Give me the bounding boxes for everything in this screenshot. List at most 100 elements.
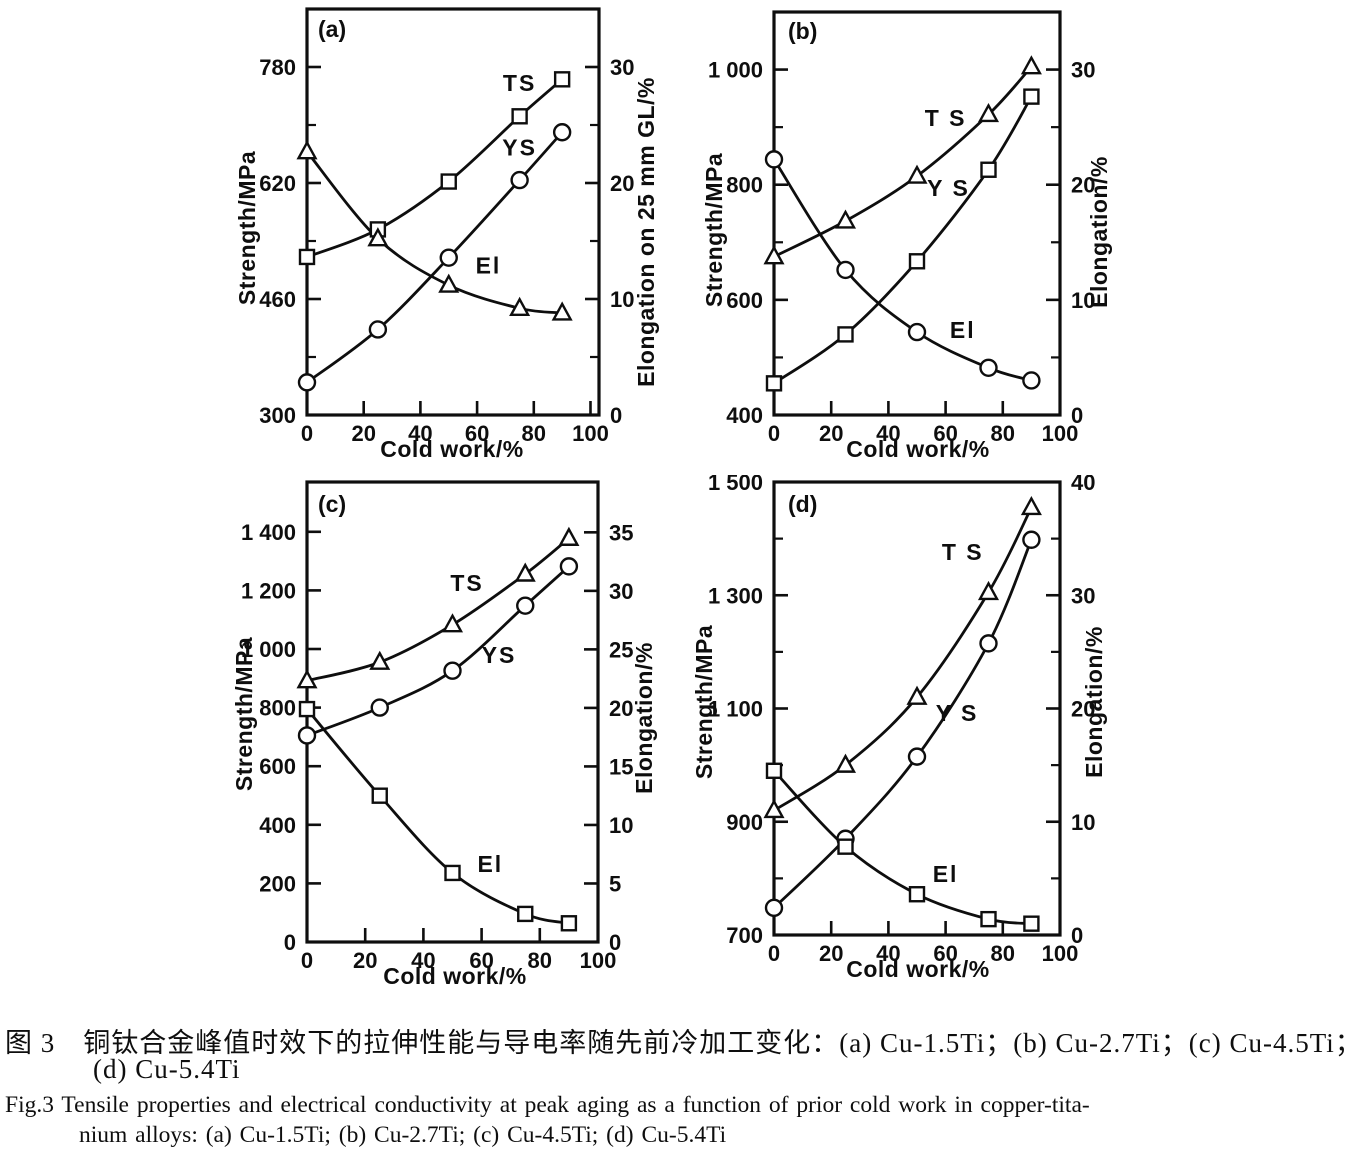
ts-marker bbox=[514, 562, 536, 582]
left-axis-title: Strength/MPa bbox=[701, 153, 727, 307]
ts-marker bbox=[298, 248, 316, 266]
right-tick-label: 10 bbox=[1071, 810, 1095, 835]
left-tick-label: 620 bbox=[259, 171, 296, 196]
ys-marker bbox=[559, 557, 579, 576]
ys-marker bbox=[979, 634, 998, 653]
right-tick-label: 0 bbox=[1071, 923, 1083, 948]
right-tick-label: 30 bbox=[1071, 58, 1095, 83]
el-series-label: El bbox=[476, 252, 502, 278]
ys-marker bbox=[765, 375, 783, 392]
el-series-label: El bbox=[477, 851, 503, 877]
x-tick-label: 100 bbox=[1042, 941, 1079, 966]
x-tick-label: 0 bbox=[301, 948, 313, 973]
caption-zh-line1: 图 3 铜钛合金峰值时效下的拉伸性能与导电率随先前冷加工变化：(a) Cu-1.… bbox=[5, 1028, 1363, 1058]
x-tick-label: 0 bbox=[768, 421, 780, 446]
left-tick-label: 1 000 bbox=[241, 637, 296, 662]
panel-letter: (b) bbox=[788, 18, 817, 44]
x-axis-title: Cold work/% bbox=[846, 956, 990, 982]
caption-en-line2: nium alloys: (a) Cu-1.5Ti; (b) Cu-2.7Ti;… bbox=[79, 1122, 727, 1148]
left-tick-label: 600 bbox=[259, 754, 296, 779]
x-tick-label: 0 bbox=[768, 941, 780, 966]
ys-marker bbox=[552, 123, 572, 142]
ts-marker bbox=[296, 669, 318, 689]
x-tick-label: 40 bbox=[411, 948, 435, 973]
left-tick-label: 1 200 bbox=[241, 578, 296, 603]
ts-marker bbox=[511, 108, 528, 125]
ts-marker bbox=[834, 209, 857, 229]
x-tick-label: 100 bbox=[1042, 421, 1079, 446]
right-axis-title: Elongation/% bbox=[631, 642, 657, 794]
ts-marker bbox=[906, 164, 928, 184]
ys-marker bbox=[516, 596, 535, 615]
left-axis-title: Strength/MPa bbox=[234, 151, 260, 305]
el-marker bbox=[907, 322, 927, 342]
ys-marker bbox=[439, 248, 458, 267]
left-tick-label: 1 000 bbox=[708, 58, 763, 83]
left-tick-label: 1 100 bbox=[708, 697, 763, 722]
ts-marker bbox=[834, 753, 857, 773]
ys-curve bbox=[773, 95, 1033, 385]
ys-series-label: YS bbox=[482, 642, 517, 668]
ys-marker bbox=[980, 161, 997, 178]
x-tick-label: 60 bbox=[469, 948, 493, 973]
left-tick-label: 200 bbox=[259, 871, 296, 896]
left-tick-label: 400 bbox=[259, 813, 296, 838]
x-tick-label: 80 bbox=[522, 421, 546, 446]
ts-marker bbox=[906, 685, 928, 705]
el-marker bbox=[551, 301, 573, 321]
ys-marker bbox=[837, 326, 854, 343]
el-marker bbox=[837, 838, 854, 855]
left-axis-title: Strength/MPa bbox=[231, 637, 257, 791]
x-tick-label: 100 bbox=[572, 421, 609, 446]
x-tick-label: 40 bbox=[408, 421, 432, 446]
left-tick-label: 600 bbox=[726, 288, 763, 313]
x-tick-label: 20 bbox=[819, 941, 843, 966]
el-marker bbox=[979, 358, 998, 377]
ys-marker bbox=[443, 661, 462, 680]
ts-marker bbox=[763, 798, 785, 819]
right-tick-label: 20 bbox=[610, 171, 634, 196]
x-axis-title: Cold work/% bbox=[846, 436, 990, 462]
left-tick-label: 780 bbox=[259, 55, 296, 80]
right-tick-label: 0 bbox=[609, 930, 621, 955]
left-tick-label: 1 300 bbox=[708, 583, 763, 608]
left-axis-title: Strength/MPa bbox=[691, 625, 717, 779]
ts-marker bbox=[369, 650, 391, 670]
right-tick-label: 30 bbox=[610, 55, 634, 80]
ts-series-label: TS bbox=[503, 70, 536, 96]
el-marker bbox=[765, 762, 783, 779]
right-tick-label: 20 bbox=[1071, 697, 1095, 722]
ts-marker bbox=[1020, 55, 1042, 75]
el-marker bbox=[296, 140, 318, 160]
ts-marker bbox=[1020, 495, 1042, 516]
right-axis-title: Elongation on 25 mm GL/% bbox=[633, 77, 659, 387]
ys-marker bbox=[907, 747, 927, 766]
el-marker bbox=[1023, 915, 1040, 932]
right-tick-label: 25 bbox=[609, 637, 633, 662]
x-tick-label: 100 bbox=[580, 948, 617, 973]
ys-marker bbox=[368, 320, 388, 339]
el-marker bbox=[509, 296, 531, 316]
right-tick-label: 10 bbox=[1071, 288, 1095, 313]
x-tick-label: 20 bbox=[353, 948, 377, 973]
ys-marker bbox=[370, 698, 389, 717]
ts-series-label: T S bbox=[925, 105, 967, 131]
ys-marker bbox=[764, 898, 784, 918]
el-curve bbox=[772, 769, 1032, 926]
ys-marker bbox=[908, 253, 926, 270]
right-tick-label: 30 bbox=[609, 579, 633, 604]
el-marker bbox=[1022, 371, 1041, 390]
right-tick-label: 10 bbox=[610, 287, 634, 312]
left-tick-label: 460 bbox=[259, 287, 296, 312]
left-tick-label: 0 bbox=[284, 930, 296, 955]
el-marker bbox=[980, 910, 997, 928]
el-marker bbox=[438, 273, 460, 293]
ys-series-label: YS bbox=[502, 134, 537, 160]
left-tick-label: 900 bbox=[726, 810, 763, 835]
ts-marker bbox=[977, 102, 1000, 123]
x-tick-label: 40 bbox=[876, 421, 900, 446]
left-tick-label: 400 bbox=[726, 403, 763, 428]
panel-letter: (a) bbox=[318, 16, 346, 42]
ts-marker bbox=[763, 245, 785, 265]
